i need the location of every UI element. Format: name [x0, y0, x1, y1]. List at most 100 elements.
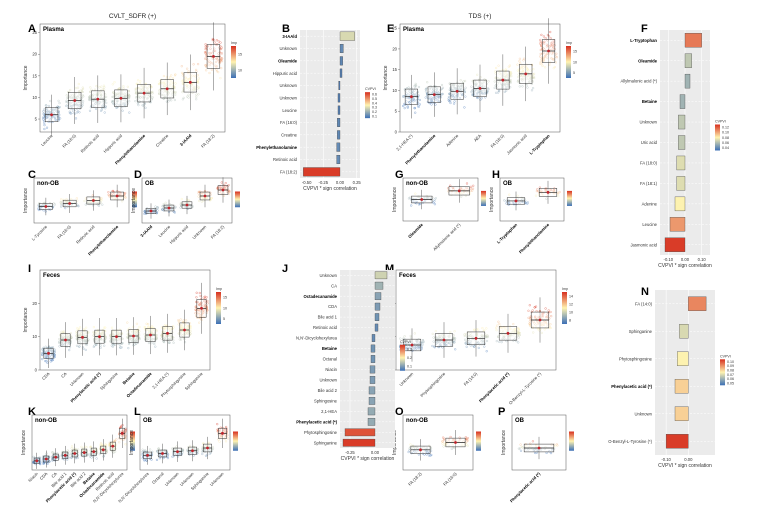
- bar: [371, 334, 376, 342]
- data-point: [483, 89, 486, 92]
- legend-A-title: Imp: [231, 41, 237, 45]
- data-point: [221, 57, 224, 60]
- data-point: [493, 80, 496, 83]
- data-point: [200, 193, 203, 196]
- legend-I-bar: [216, 292, 221, 324]
- data-point: [63, 343, 66, 346]
- data-point: [71, 111, 74, 114]
- data-point: [122, 85, 125, 88]
- data-point: [69, 332, 72, 335]
- data-point: [214, 60, 217, 64]
- data-point: [101, 104, 104, 108]
- data-point: [127, 89, 130, 93]
- data-point: [424, 88, 427, 91]
- panel-tag: Feces: [43, 273, 61, 279]
- data-point: [452, 188, 455, 191]
- data-point: [79, 339, 82, 342]
- bar: [339, 44, 344, 53]
- data-point: [55, 110, 58, 113]
- data-point: [62, 198, 65, 201]
- data-point: [544, 55, 547, 58]
- panel-tag: OB: [515, 418, 525, 424]
- panel-label-A: A: [28, 23, 36, 35]
- bar-label: FA (18:1): [640, 181, 658, 186]
- x-tick-label: 3-IAAld: [139, 224, 153, 238]
- data-point: [454, 87, 457, 90]
- data-point: [67, 95, 70, 98]
- data-point: [71, 105, 74, 108]
- data-point: [428, 91, 431, 94]
- data-point: [474, 82, 478, 85]
- data-point: [516, 194, 519, 197]
- data-point: [45, 353, 49, 356]
- mean-marker: [537, 446, 541, 450]
- data-point: [521, 85, 524, 88]
- data-point: [67, 107, 70, 110]
- bar: [303, 167, 341, 177]
- bar-panel-N: -0.10 0.00 FA (14:0) Sphinganine Phytosphing…: [608, 290, 734, 469]
- data-point: [173, 98, 176, 102]
- data-point: [109, 340, 112, 343]
- x-tick-label: 3-IAAld: [179, 133, 193, 147]
- legend-A-tick: 15: [238, 52, 242, 56]
- data-point: [469, 187, 472, 190]
- data-point: [190, 83, 193, 86]
- x-tick-label: FA (18:2): [210, 224, 226, 240]
- x-tick-label: CDA: [41, 371, 51, 381]
- data-point: [185, 78, 188, 81]
- y-axis-label: Importance: [23, 188, 29, 213]
- data-point: [105, 95, 108, 98]
- data-point: [528, 78, 531, 81]
- x-tick-label: Niacin: [27, 471, 39, 483]
- bar-label: Unknown: [320, 273, 338, 278]
- mean-marker: [206, 446, 209, 450]
- data-point: [424, 90, 428, 93]
- data-point: [215, 39, 218, 42]
- data-point: [505, 89, 508, 92]
- x-axis-label: CVPVI * sign correlation: [658, 463, 712, 469]
- data-point: [477, 96, 480, 99]
- data-point: [89, 201, 92, 204]
- data-point: [200, 200, 203, 203]
- data-point: [104, 105, 107, 108]
- data-point: [464, 86, 467, 89]
- mean-marker: [82, 451, 86, 454]
- data-point: [472, 184, 475, 187]
- data-point: [83, 329, 86, 332]
- box-panel-G: non-OB Importance Oleamide Allylmalonic aci…: [392, 177, 486, 252]
- data-point: [68, 340, 71, 343]
- data-point: [109, 333, 112, 337]
- data-point: [508, 201, 511, 205]
- y-axis-label: Importance: [129, 430, 135, 455]
- data-point: [441, 93, 444, 96]
- data-point: [89, 86, 92, 89]
- data-point: [128, 100, 131, 103]
- data-point: [417, 85, 421, 89]
- data-point: [96, 340, 99, 343]
- panel-tag: Plasma: [43, 27, 65, 33]
- plot-area: [499, 177, 565, 222]
- data-point: [411, 200, 415, 203]
- data-point: [186, 67, 189, 70]
- data-point: [217, 40, 220, 43]
- data-point: [219, 186, 222, 189]
- bar-label: O-Benzyl-L-Tyrosine (*): [608, 439, 652, 444]
- data-point: [460, 195, 463, 198]
- data-point: [460, 188, 463, 191]
- data-point: [495, 66, 498, 70]
- plot-area: [139, 414, 231, 471]
- data-point: [542, 51, 545, 55]
- x-tick-label: Betaine: [121, 371, 136, 386]
- y-tick-label: 25: [392, 26, 397, 31]
- data-point: [197, 190, 200, 194]
- data-point: [412, 98, 415, 101]
- data-point: [557, 195, 560, 198]
- data-point: [188, 78, 191, 81]
- data-point: [546, 56, 549, 59]
- data-point: [112, 193, 115, 196]
- bar-panel-B: -0.50 -0.25 0.00 0.25 3-IAAld Unknown Oleamide…: [256, 30, 377, 192]
- legend-M-tick: 8: [569, 318, 571, 322]
- x-tick-label: Allylmalonic acid (*): [432, 222, 462, 252]
